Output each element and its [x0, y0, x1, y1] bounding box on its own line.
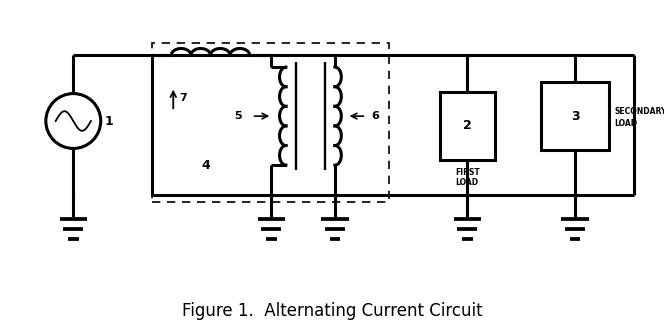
Bar: [540, 82, 610, 150]
Text: Figure 1.  Alternating Current Circuit: Figure 1. Alternating Current Circuit: [182, 302, 482, 320]
Text: 3: 3: [571, 110, 580, 123]
Text: 7: 7: [179, 94, 187, 103]
Text: 4: 4: [201, 159, 210, 172]
Bar: [440, 92, 495, 160]
Text: FIRST: FIRST: [455, 168, 479, 177]
Text: 5: 5: [234, 111, 242, 121]
Text: LOAD: LOAD: [614, 119, 637, 129]
Text: SECONDARY: SECONDARY: [614, 107, 664, 116]
Bar: [151, 43, 389, 202]
Text: 2: 2: [463, 119, 471, 132]
Text: 1: 1: [105, 114, 114, 128]
Text: 6: 6: [371, 111, 379, 121]
Text: LOAD: LOAD: [456, 178, 479, 187]
